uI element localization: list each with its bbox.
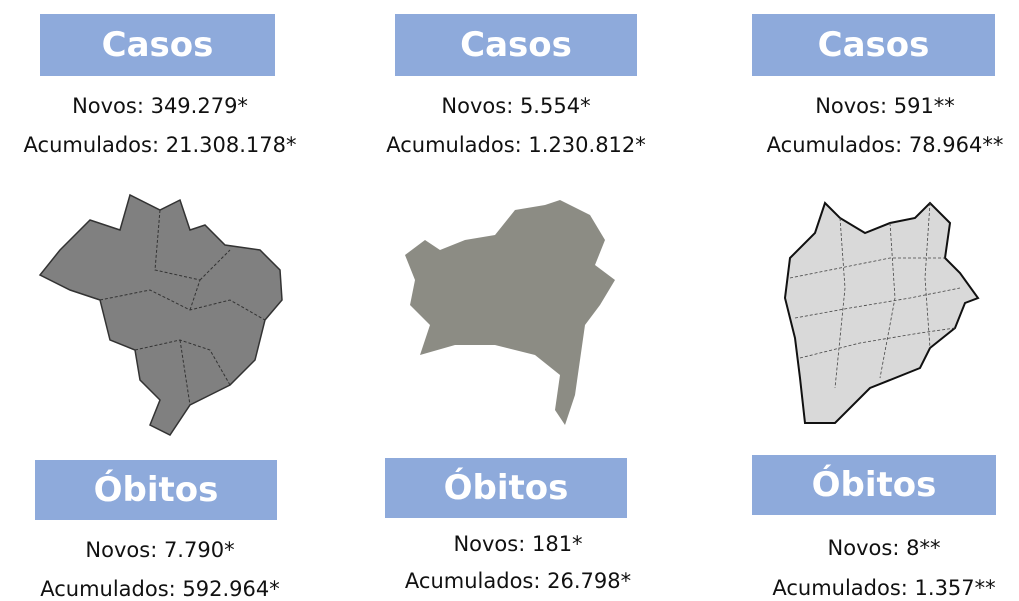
cases-total: Acumulados: 21.308.178*: [23, 133, 297, 157]
cases-new: Novos: 591**: [815, 94, 955, 118]
deaths-new: Novos: 7.790*: [85, 538, 235, 562]
brazil-map: [38, 193, 283, 436]
deaths-new: Novos: 181*: [453, 532, 583, 556]
cases-header: Casos: [752, 14, 995, 76]
cases-new: Novos: 349.279*: [72, 94, 248, 118]
deaths-total: Acumulados: 1.357**: [772, 576, 996, 600]
deaths-new: Novos: 8**: [827, 536, 941, 560]
deaths-header: Óbitos: [752, 455, 996, 515]
municipalities-map: [783, 201, 980, 424]
cases-new: Novos: 5.554*: [441, 94, 591, 118]
deaths-total: Acumulados: 26.798*: [404, 569, 632, 593]
deaths-header: Óbitos: [385, 458, 627, 518]
bahia-map: [405, 200, 615, 425]
deaths-header: Óbitos: [35, 460, 277, 520]
cases-total: Acumulados: 1.230.812*: [386, 133, 646, 157]
deaths-total: Acumulados: 592.964*: [40, 577, 280, 601]
cases-header: Casos: [395, 14, 637, 76]
cases-header: Casos: [40, 14, 275, 76]
cases-total: Acumulados: 78.964**: [766, 133, 1004, 157]
